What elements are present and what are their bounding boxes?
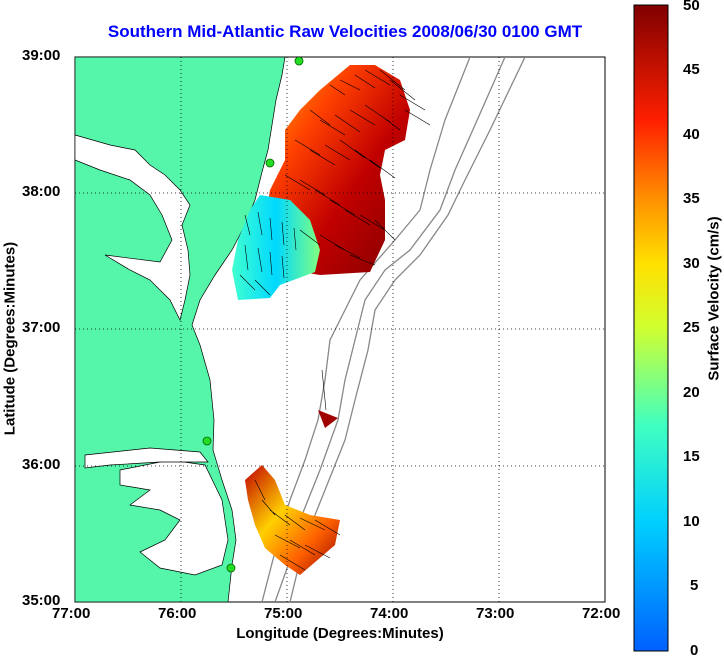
colorbar-tick: 0 xyxy=(690,642,699,659)
map-title: Southern Mid-Atlantic Raw Velocities 200… xyxy=(107,22,583,41)
grid-lines xyxy=(75,57,605,602)
lon-tick: 76:00 xyxy=(158,605,197,622)
station-marker xyxy=(202,436,212,446)
lat-tick: 36:00 xyxy=(22,456,61,473)
colorbar-tick: 10 xyxy=(683,513,700,530)
bathymetry-contours xyxy=(261,57,526,602)
colorbar-tick: 20 xyxy=(683,384,700,401)
colorbar-tick: 15 xyxy=(683,448,700,465)
colorbar-tick: 30 xyxy=(683,255,700,272)
pamlico-sound xyxy=(119,459,229,576)
velocity-vectors xyxy=(239,69,431,571)
station-marker xyxy=(226,563,236,573)
station-marker xyxy=(294,57,304,66)
chesapeake-bay xyxy=(75,134,191,322)
lat-tick: 38:00 xyxy=(22,183,61,200)
lon-tick: 74:00 xyxy=(370,605,409,622)
lon-tick: 72:00 xyxy=(582,605,621,622)
colorbar-tick: 35 xyxy=(683,190,700,207)
station-marker xyxy=(265,158,275,168)
velocity-field-isolated xyxy=(318,410,338,428)
velocity-field-north-cool xyxy=(232,195,320,300)
colorbar-tick: 40 xyxy=(683,126,700,143)
lat-tick: 39:00 xyxy=(22,47,61,64)
lat-tick: 35:00 xyxy=(22,592,61,609)
albemarle-sound xyxy=(84,447,209,469)
colorbar-tick: 50 xyxy=(683,0,700,14)
colorbar-tick: 5 xyxy=(690,577,699,594)
x-axis-label: Longitude (Degrees:Minutes) xyxy=(236,625,444,642)
lat-tick: 37:00 xyxy=(22,319,61,336)
lon-tick: 73:00 xyxy=(476,605,515,622)
lon-tick: 77:00 xyxy=(52,605,91,622)
station-markers xyxy=(202,57,304,573)
colorbar-tick: 45 xyxy=(683,61,700,78)
lon-tick: 75:00 xyxy=(264,605,303,622)
colorbar-tick: 25 xyxy=(683,319,700,336)
colorbar xyxy=(633,4,669,652)
velocity-field-south xyxy=(245,465,340,575)
